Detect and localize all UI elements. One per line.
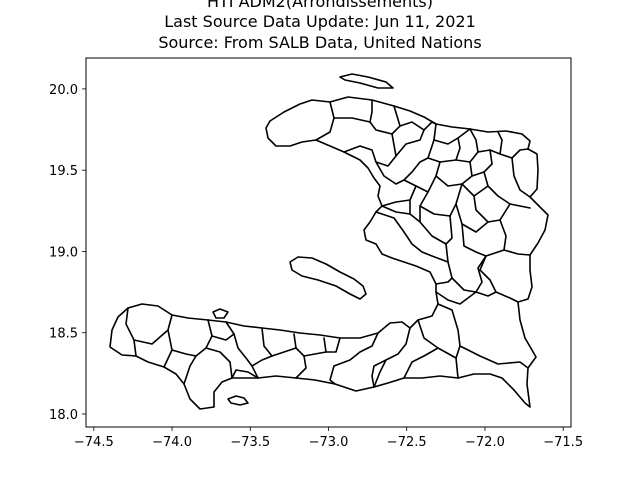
boundary-ouest-6 — [417, 319, 457, 359]
cayemites-islet-boundary — [212, 308, 229, 319]
boundary-grand-anse-4 — [171, 349, 197, 357]
y-tick-label: 20.0 — [49, 83, 78, 98]
x-tick-label: −74.5 — [74, 435, 114, 450]
boundary-grand-anse-6 — [133, 329, 169, 345]
boundary-ouest-5 — [437, 303, 461, 379]
y-tick-label: 19.0 — [49, 245, 78, 260]
boundary-centre-8 — [461, 223, 487, 257]
boundary-nippes-2 — [323, 337, 341, 353]
boundary-ouest-1 — [479, 255, 519, 303]
boundary-grand-anse-2 — [211, 333, 235, 341]
boundary-nord-3 — [433, 128, 471, 145]
x-tick-label: −74.0 — [152, 435, 192, 450]
boundary-centre-5 — [455, 203, 489, 233]
boundary-sud-est-2 — [403, 347, 439, 379]
boundary-artibonite-4 — [381, 205, 411, 215]
x-axis: −74.5 −74.0 −73.5 −73.0 −72.5 −72.0 −71.5 — [74, 427, 583, 450]
x-tick-label: −73.5 — [230, 435, 270, 450]
boundary-sud-6 — [231, 369, 259, 379]
map-update-line: Last Source Data Update: Jun 11, 2021 — [164, 12, 476, 31]
boundary-centre-1 — [419, 183, 463, 217]
y-tick-label: 18.0 — [49, 408, 78, 423]
boundary-sud-est-1 — [459, 345, 529, 369]
x-tick-label: −72.5 — [387, 435, 427, 450]
map-source-line: Source: From SALB Data, United Nations — [158, 33, 482, 52]
x-tick-label: −71.5 — [543, 435, 583, 450]
boundary-nord-2 — [403, 121, 437, 181]
boundary-grand-anse-3 — [163, 314, 173, 368]
ile-a-vache-boundary — [227, 395, 249, 406]
boundary-nord-ouest-3 — [369, 99, 373, 123]
x-tick-label: −73.0 — [309, 435, 349, 450]
boundary-nord-6 — [435, 161, 473, 187]
y-tick-label: 19.5 — [49, 164, 78, 179]
boundary-sud-1 — [295, 355, 307, 379]
boundary-sud-5 — [205, 347, 233, 379]
boundary-nord-est-2 — [499, 148, 529, 159]
boundary-artibonite-5 — [375, 211, 449, 263]
boundary-ouest-2 — [475, 291, 497, 297]
tortuga-island-boundary — [339, 73, 394, 89]
map-title: HTI ADM2(Arrondissements) — [206, 0, 434, 11]
boundary-sud-3 — [225, 321, 259, 379]
boundary-grand-anse-5 — [125, 307, 137, 357]
boundary-nord-1 — [395, 121, 425, 157]
axes-frame — [85, 57, 572, 428]
boundary-sud-2 — [261, 327, 297, 357]
boundary-nippes-1 — [329, 332, 379, 385]
boundary-sud-4 — [251, 355, 273, 367]
x-tick-label: −72.0 — [465, 435, 505, 450]
boundary-sud-est-3 — [371, 359, 387, 388]
admin-boundaries — [109, 73, 549, 410]
boundary-nord-est-3 — [511, 157, 531, 198]
boundary-ouest-3 — [435, 277, 453, 285]
boundary-artibonite-1 — [375, 161, 417, 207]
boundary-artibonite-3 — [409, 199, 421, 223]
boundary-grand-anse-1 — [183, 319, 213, 385]
boundary-ouest-4 — [435, 291, 477, 305]
gonave-island-boundary — [289, 256, 367, 300]
mainland-outline — [109, 96, 549, 410]
boundary-ouest-7 — [373, 327, 411, 388]
boundary-nord-ouest-1 — [315, 101, 335, 141]
y-tick-label: 18.5 — [49, 327, 78, 342]
internal-boundaries — [125, 99, 531, 388]
y-axis: 18.0 18.5 19.0 19.5 20.0 — [49, 83, 86, 423]
boundary-nippes-3 — [293, 333, 327, 357]
